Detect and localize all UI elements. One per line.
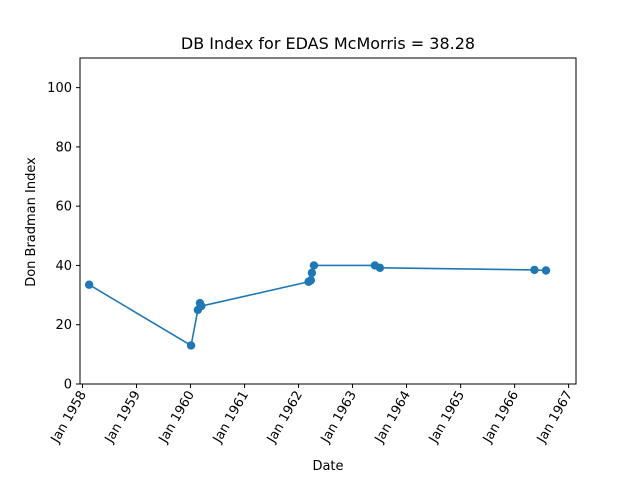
- y-tick-label: 80: [55, 140, 72, 155]
- data-point: [309, 261, 319, 270]
- y-axis-label: Don Bradman Index: [24, 157, 39, 287]
- data-point: [530, 265, 539, 275]
- plot-frame: [79, 57, 577, 385]
- data-point: [375, 263, 385, 273]
- chart-title: DB Index for EDAS McMorris = 38.28: [181, 34, 475, 53]
- data-point: [307, 268, 317, 278]
- x-axis-label: Date: [312, 459, 343, 474]
- data-point: [197, 301, 206, 311]
- plot-area: [79, 57, 577, 385]
- y-tick-label: 40: [55, 259, 72, 274]
- data-point: [84, 280, 94, 289]
- y-tick-label: 100: [47, 81, 72, 96]
- y-tick-label: 0: [64, 378, 72, 393]
- y-tick-label: 60: [55, 200, 72, 215]
- y-axis: 0 20 40 60 80 100: [47, 81, 80, 393]
- data-point: [186, 341, 196, 350]
- data-point: [541, 266, 551, 275]
- y-tick-label: 20: [55, 318, 72, 333]
- data-point: [306, 276, 316, 285]
